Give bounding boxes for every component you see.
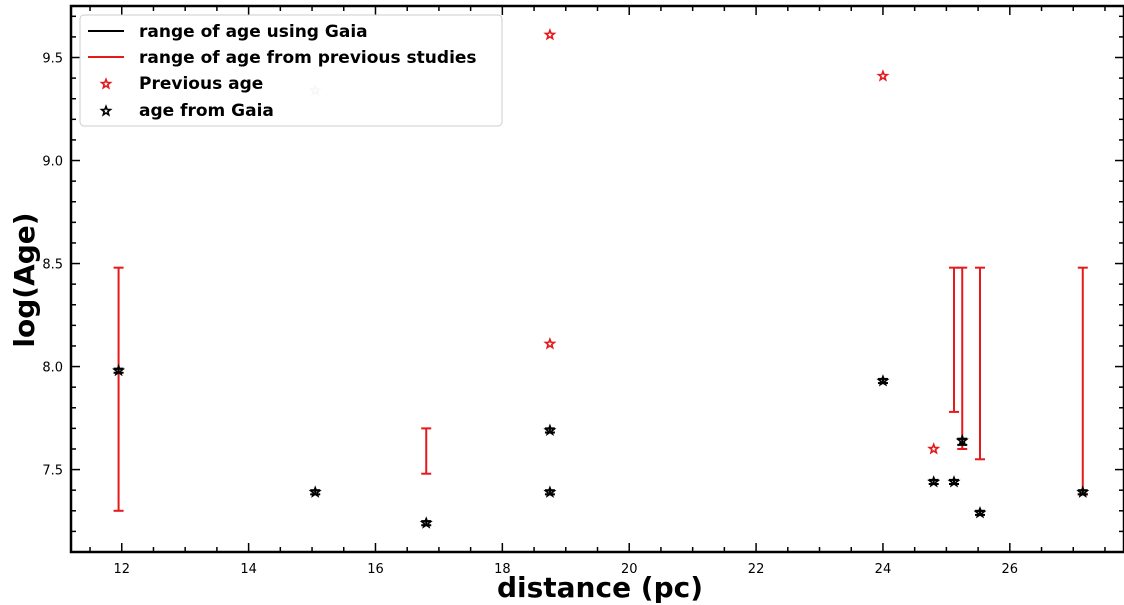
previous-age-point [543, 27, 557, 41]
x-tick-label: 26 [1002, 562, 1019, 577]
plot-frame [69, 4, 1124, 554]
legend-star-previous [99, 77, 113, 90]
x-tick-label: 18 [494, 562, 511, 577]
gaia-age-point [1076, 485, 1090, 498]
y-tick-label: 7.5 [42, 464, 63, 479]
gaia-age-point [543, 485, 557, 498]
legend-marker-previous-age [99, 77, 113, 90]
previous-age-point [543, 337, 557, 350]
previous-age-point [876, 69, 890, 82]
x-tick-label: 20 [621, 562, 638, 577]
data-layer [112, 27, 1090, 529]
y-tick-label: 8.5 [42, 258, 63, 273]
previous-age-point [927, 442, 941, 455]
x-tick-label: 16 [367, 562, 384, 577]
gaia-age-point [308, 485, 322, 498]
legend-marker-gaia-age [99, 104, 113, 117]
y-tick-label: 8.0 [42, 361, 63, 376]
gaia-age-point [112, 363, 126, 377]
x-tick-label: 12 [113, 562, 130, 577]
gaia-age-point [973, 505, 987, 519]
gaia-age-point [876, 374, 890, 387]
y-axis-title: log(Age) [8, 212, 41, 347]
x-axis-title: distance (pc) [497, 571, 703, 604]
gaia-age-point [955, 433, 969, 447]
legend-label-previous-range: range of age from previous studies [139, 48, 477, 68]
legend-star-gaia [99, 104, 113, 117]
y-tick-label: 9.0 [42, 155, 63, 170]
ticks-layer: 12 14 16 18 20 22 24 26 7.5 8.0 8.5 9.0 9.5 [42, 6, 1124, 577]
legend-label-previous-age: Previous age [139, 74, 263, 94]
gaia-age-point [927, 475, 941, 488]
x-tick-label: 24 [875, 562, 892, 577]
gaia-age-point [947, 475, 961, 488]
x-tick-label: 22 [748, 562, 765, 577]
legend: range of age using Gaia range of age fro… [79, 14, 503, 127]
legend-box [79, 14, 503, 127]
gaia-age-point [419, 516, 433, 529]
gaia-age-point [543, 423, 557, 437]
x-tick-label: 14 [240, 562, 257, 577]
legend-label-gaia-age: age from Gaia [139, 101, 274, 121]
y-tick-label: 9.5 [42, 52, 63, 67]
legend-label-gaia-range: range of age using Gaia [139, 22, 368, 42]
